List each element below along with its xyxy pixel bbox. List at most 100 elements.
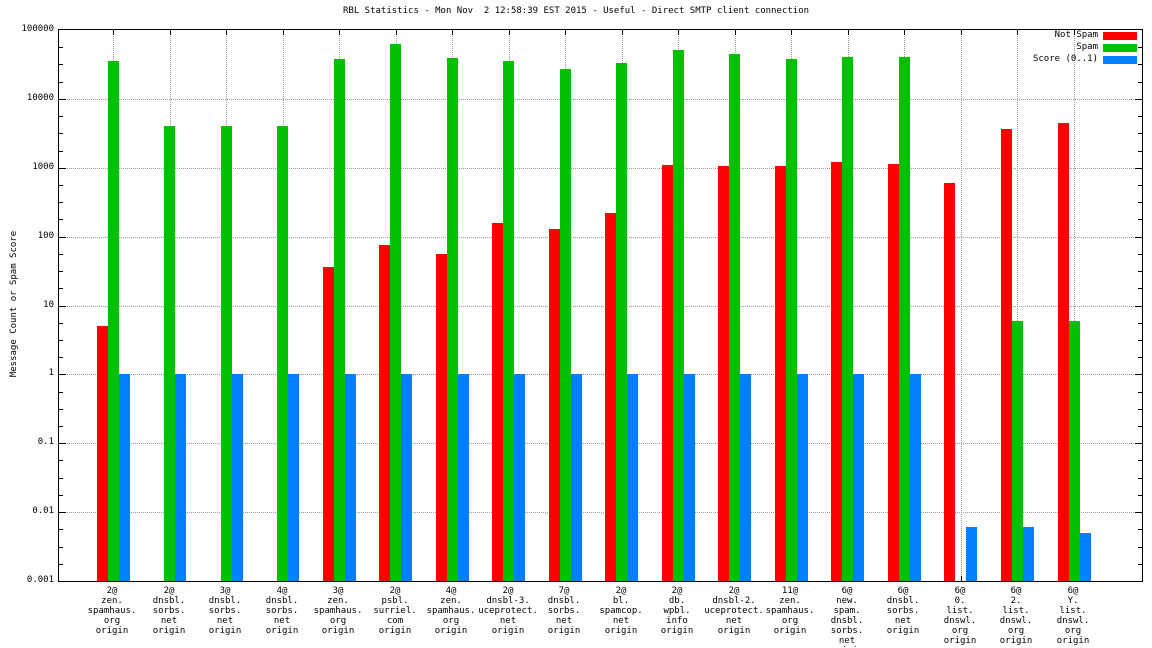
y-minor-tick xyxy=(59,392,63,393)
v-gridline xyxy=(1017,30,1018,581)
y-minor-tick xyxy=(59,47,63,48)
h-gridline xyxy=(59,512,1142,513)
x-tick xyxy=(1017,30,1018,35)
bar-not-spam xyxy=(1001,129,1012,581)
x-tick xyxy=(735,30,736,35)
bar-score-0-1 xyxy=(853,374,864,581)
bar-not-spam xyxy=(662,165,673,581)
y-minor-tick xyxy=(1138,564,1142,565)
bar-not-spam xyxy=(1058,123,1069,581)
y-minor-tick xyxy=(59,495,63,496)
x-tick xyxy=(339,30,340,35)
plot-area xyxy=(58,29,1143,582)
bar-spam xyxy=(899,57,910,581)
y-minor-tick xyxy=(1138,133,1142,134)
y-minor-tick xyxy=(1138,547,1142,548)
chart-legend: Not Spam Spam Score (0..1) xyxy=(1033,31,1137,67)
y-minor-tick xyxy=(1138,357,1142,358)
y-tick-label: 10000 xyxy=(26,93,54,103)
x-category-label: 7@ dnsbl. sorbs. net origin xyxy=(547,586,581,636)
bar-score-0-1 xyxy=(401,374,412,581)
x-tick xyxy=(791,30,792,35)
y-minor-tick xyxy=(1138,202,1142,203)
y-minor-tick xyxy=(1138,219,1142,220)
bar-not-spam xyxy=(492,223,503,581)
y-minor-tick xyxy=(59,116,63,117)
h-gridline xyxy=(59,168,1142,169)
y-tick-label: 0.01 xyxy=(32,506,54,516)
y-minor-tick xyxy=(59,254,63,255)
bar-spam xyxy=(108,61,119,581)
bar-spam xyxy=(842,57,853,581)
x-category-label: 6@ Y. list. dnswl. org origin xyxy=(1056,586,1090,646)
h-gridline xyxy=(59,99,1142,100)
h-gridline xyxy=(59,237,1142,238)
y-minor-tick xyxy=(59,409,63,410)
bar-score-0-1 xyxy=(345,374,356,581)
y-minor-tick xyxy=(1138,323,1142,324)
bar-spam xyxy=(1012,321,1023,581)
y-minor-tick xyxy=(1138,254,1142,255)
x-tick xyxy=(961,576,962,581)
bar-spam xyxy=(221,126,232,581)
y-tick-label: 1 xyxy=(48,368,54,378)
bar-not-spam xyxy=(97,326,108,581)
bar-score-0-1 xyxy=(966,527,977,581)
x-category-label: 2@ bl. spamcop. net origin xyxy=(599,586,643,636)
y-minor-tick xyxy=(1138,478,1142,479)
y-minor-tick xyxy=(59,340,63,341)
y-minor-tick xyxy=(1138,392,1142,393)
bar-not-spam xyxy=(549,229,560,581)
y-tick-label: 1000 xyxy=(32,162,54,172)
y-major-tick xyxy=(1135,374,1142,375)
legend-entry: Spam xyxy=(1033,43,1137,52)
y-minor-tick xyxy=(59,219,63,220)
bar-not-spam xyxy=(944,183,955,581)
y-minor-tick xyxy=(59,460,63,461)
bar-score-0-1 xyxy=(571,374,582,581)
y-major-tick xyxy=(59,306,66,307)
bar-not-spam xyxy=(718,166,729,581)
x-tick xyxy=(565,30,566,35)
bar-not-spam xyxy=(379,245,390,581)
y-minor-tick xyxy=(1138,47,1142,48)
bar-spam xyxy=(447,58,458,581)
y-minor-tick xyxy=(1138,529,1142,530)
legend-label: Spam xyxy=(1076,42,1098,52)
y-tick-label: 0.001 xyxy=(26,575,54,585)
x-category-label: 2@ dnsbl. sorbs. net origin xyxy=(152,586,186,636)
bar-spam xyxy=(673,50,684,581)
y-minor-tick xyxy=(59,202,63,203)
bar-score-0-1 xyxy=(627,374,638,581)
bar-spam xyxy=(277,126,288,581)
x-tick xyxy=(904,30,905,35)
y-minor-tick xyxy=(59,426,63,427)
v-gridline xyxy=(961,30,962,581)
bar-spam xyxy=(616,63,627,581)
x-category-label: 2@ db. wpbl. info origin xyxy=(660,586,694,636)
y-minor-tick xyxy=(1138,116,1142,117)
x-category-label: 6@ dnsbl. sorbs. net origin xyxy=(886,586,920,636)
x-category-label: 3@ dnsbl. sorbs. net origin xyxy=(208,586,242,636)
bar-spam xyxy=(1069,321,1080,581)
x-category-label: 4@ zen. spamhaus. org origin xyxy=(426,586,476,636)
v-gridline xyxy=(1074,30,1075,581)
y-major-tick xyxy=(59,99,66,100)
y-minor-tick xyxy=(1138,271,1142,272)
y-major-tick xyxy=(1135,99,1142,100)
legend-entry: Not Spam xyxy=(1033,31,1137,40)
bar-spam xyxy=(503,61,514,581)
y-minor-tick xyxy=(59,564,63,565)
x-tick xyxy=(226,30,227,35)
x-category-label: 6@ 0. list. dnswl. org origin xyxy=(943,586,977,646)
y-minor-tick xyxy=(1138,426,1142,427)
bar-score-0-1 xyxy=(119,374,130,581)
x-tick xyxy=(283,30,284,35)
bar-score-0-1 xyxy=(458,374,469,581)
legend-entry: Score (0..1) xyxy=(1033,55,1137,64)
y-major-tick xyxy=(1135,512,1142,513)
y-major-tick xyxy=(59,237,66,238)
bar-spam xyxy=(786,59,797,581)
x-tick xyxy=(113,30,114,35)
